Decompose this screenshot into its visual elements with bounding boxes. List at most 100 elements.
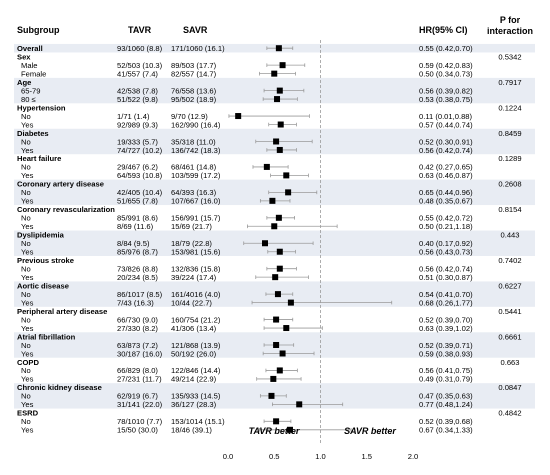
hr-cell: 0.57 (0.44,0.74) xyxy=(419,120,473,129)
hr-cell: 0.50 (0.34,0.73) xyxy=(419,69,473,78)
row-label: Yes xyxy=(21,146,34,155)
row-label: Yes xyxy=(21,273,34,282)
hr-point xyxy=(287,299,294,306)
savr-cell: 107/667 (16.0) xyxy=(171,197,221,206)
hr-point xyxy=(268,392,275,399)
row-label: No xyxy=(21,163,31,172)
tavr-cell: 42/538 (7.8) xyxy=(117,86,158,95)
hr-cell: 0.68 (0.26,1.77) xyxy=(419,298,473,307)
hr-cell: 0.54 (0.41,0.70) xyxy=(419,290,473,299)
hr-cell: 0.63 (0.46,0.87) xyxy=(419,171,473,180)
tavr-cell: 42/405 (10.4) xyxy=(117,188,163,197)
p-interaction: 0.6661 xyxy=(498,332,521,341)
tavr-cell: 63/873 (7.2) xyxy=(117,341,158,350)
row-label: No xyxy=(21,239,31,248)
hr-point xyxy=(279,62,286,69)
row-label: Yes xyxy=(21,349,34,358)
subgroup-heading: Heart failure xyxy=(17,154,61,163)
hr-point xyxy=(283,172,290,179)
hr-cell: 0.49 (0.31,0.79) xyxy=(419,375,473,384)
savr-cell: 18/79 (22.8) xyxy=(171,239,212,248)
subgroup-heading: Aortic disease xyxy=(17,281,69,290)
hr-point xyxy=(276,87,283,94)
savr-cell: 153/981 (15.6) xyxy=(171,248,221,257)
row-label: No xyxy=(21,137,31,146)
hr-point xyxy=(274,291,281,298)
subgroup-heading: Age xyxy=(17,78,31,87)
hr-cell: 0.11 (0.01,0.88) xyxy=(419,112,473,121)
hr-point xyxy=(271,223,278,230)
p-interaction: 0.2608 xyxy=(498,180,521,189)
hr-cell: 0.59 (0.38,0.93) xyxy=(419,349,473,358)
savr-cell: 39/224 (17.4) xyxy=(171,273,217,282)
hr-point xyxy=(271,70,278,77)
tavr-cell: 51/655 (7.8) xyxy=(117,197,158,206)
tavr-cell: 51/522 (9.8) xyxy=(117,95,158,104)
hr-point xyxy=(270,375,277,382)
row-label: No xyxy=(21,112,31,121)
row-label: Yes xyxy=(21,197,34,206)
subgroup-heading: Dyslipidemia xyxy=(17,231,65,240)
tavr-cell: 85/976 (8.7) xyxy=(117,248,158,257)
header-p-line1: P for xyxy=(500,15,521,25)
hr-cell: 0.56 (0.42,0.74) xyxy=(419,146,473,155)
p-interaction: 0.1224 xyxy=(498,103,521,112)
row-label: Yes xyxy=(21,298,34,307)
x-tick-label: 2.0 xyxy=(408,452,419,461)
savr-cell: 136/742 (18.3) xyxy=(171,146,221,155)
savr-cell: 153/1014 (15.1) xyxy=(171,417,225,426)
p-interaction: 0.0847 xyxy=(498,383,521,392)
annotation-left: TAVR better xyxy=(249,426,300,436)
savr-cell: 132/836 (15.8) xyxy=(171,264,221,273)
hr-cell: 0.56 (0.41,0.75) xyxy=(419,366,473,375)
hr-cell: 0.52 (0.30,0.91) xyxy=(419,137,473,146)
hr-cell: 0.77 (0.48,1.24) xyxy=(419,400,473,409)
tavr-cell: 86/1017 (8.5) xyxy=(117,290,163,299)
hr-cell: 0.56 (0.42,0.74) xyxy=(419,264,473,273)
tavr-cell: 64/593 (10.8) xyxy=(117,171,163,180)
p-interaction: 0.663 xyxy=(500,358,519,367)
hr-point xyxy=(275,45,282,52)
tavr-cell: 8/84 (9.5) xyxy=(117,239,150,248)
savr-cell: 162/990 (16.4) xyxy=(171,120,221,129)
hr-point xyxy=(262,240,268,247)
tavr-cell: 20/234 (8.5) xyxy=(117,273,158,282)
tavr-cell: 73/826 (8.8) xyxy=(117,264,158,273)
tavr-cell: 66/730 (9.0) xyxy=(117,315,158,324)
savr-cell: 122/846 (14.4) xyxy=(171,366,221,375)
savr-cell: 135/933 (14.5) xyxy=(171,392,221,401)
tavr-cell: 62/919 (6.7) xyxy=(117,392,158,401)
savr-cell: 9/70 (12.9) xyxy=(171,112,208,121)
row-label: Yes xyxy=(21,324,34,333)
tavr-cell: 78/1010 (7.7) xyxy=(117,417,163,426)
hr-point xyxy=(283,325,290,332)
hr-cell: 0.52 (0.39,0.70) xyxy=(419,315,473,324)
tavr-cell: 74/727 (10.2) xyxy=(117,146,163,155)
hr-point xyxy=(274,96,281,103)
hr-cell: 0.55 (0.42,0.72) xyxy=(419,214,473,223)
tavr-cell: 52/503 (10.3) xyxy=(117,61,163,70)
hr-point xyxy=(273,316,280,323)
row-label: Overall xyxy=(17,44,43,53)
savr-cell: 35/318 (11.0) xyxy=(171,137,216,146)
subgroup-heading: Hypertension xyxy=(17,103,66,112)
hr-cell: 0.47 (0.35,0.63) xyxy=(419,392,473,401)
row-label: Yes xyxy=(21,375,34,384)
p-interaction: 0.443 xyxy=(500,231,519,240)
row-label: 65-79 xyxy=(21,86,40,95)
p-interaction: 0.4842 xyxy=(498,409,521,418)
savr-cell: 68/461 (14.8) xyxy=(171,163,217,172)
tavr-cell: 29/467 (6.2) xyxy=(117,163,158,172)
savr-cell: 171/1060 (16.1) xyxy=(171,44,225,53)
p-interaction: 0.1289 xyxy=(498,154,521,163)
tavr-cell: 27/330 (8.2) xyxy=(117,324,158,333)
p-interaction: 0.6227 xyxy=(498,281,521,290)
savr-cell: 82/557 (14.7) xyxy=(171,69,217,78)
header-subgroup: Subgroup xyxy=(17,25,60,35)
hr-point xyxy=(272,274,279,281)
savr-cell: 161/4016 (4.0) xyxy=(171,290,221,299)
row-label: No xyxy=(21,188,31,197)
tavr-cell: 30/187 (16.0) xyxy=(117,349,163,358)
tavr-cell: 19/333 (5.7) xyxy=(117,137,158,146)
